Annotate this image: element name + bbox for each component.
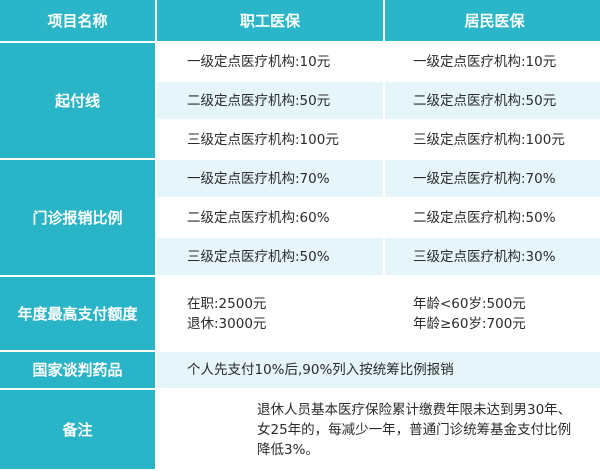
row-label-annual-max: 年度最高支付额度 — [0, 277, 155, 350]
annual-max-employee: 在职:2500元 退休:3000元 — [157, 277, 383, 350]
remarks-text: 退休人员基本医疗保险累计缴费年限未达到男30年、女25年的，每减少一年，普通门诊… — [157, 390, 600, 469]
annual-max-resident-under60: 年龄<60岁:500元 — [413, 295, 526, 312]
outpatient-employee-level2: 二级定点医疗机构:60% — [157, 199, 383, 236]
header-employee-insurance: 职工医保 — [157, 0, 383, 41]
annual-max-employee-active: 在职:2500元 — [187, 295, 267, 312]
deductible-resident-level3: 三级定点医疗机构:100元 — [385, 121, 600, 158]
header-resident-insurance: 居民医保 — [385, 0, 600, 41]
deductible-resident-level1: 一级定点医疗机构:10元 — [385, 43, 600, 80]
row-label-outpatient-ratio: 门诊报销比例 — [0, 160, 155, 275]
annual-max-employee-retired: 退休:3000元 — [187, 315, 267, 332]
outpatient-resident-level3: 三级定点医疗机构:30% — [385, 238, 600, 275]
outpatient-employee-level3: 三级定点医疗机构:50% — [157, 238, 383, 275]
annual-max-resident: 年龄<60岁:500元 年龄≥60岁:700元 — [385, 277, 600, 350]
annual-max-resident-over60: 年龄≥60岁:700元 — [413, 315, 526, 332]
row-label-negotiated-drugs: 国家谈判药品 — [0, 352, 155, 388]
header-item-name: 项目名称 — [0, 0, 155, 41]
outpatient-employee-level1: 一级定点医疗机构:70% — [157, 160, 383, 197]
deductible-employee-level1: 一级定点医疗机构:10元 — [157, 43, 383, 80]
deductible-resident-level2: 二级定点医疗机构:50元 — [385, 82, 600, 119]
deductible-employee-level3: 三级定点医疗机构:100元 — [157, 121, 383, 158]
row-label-deductible: 起付线 — [0, 43, 155, 158]
deductible-employee-level2: 二级定点医疗机构:50元 — [157, 82, 383, 119]
negotiated-drugs-policy: 个人先支付10%后,90%列入按统筹比例报销 — [157, 352, 600, 388]
row-label-remarks: 备注 — [0, 390, 155, 469]
outpatient-resident-level2: 二级定点医疗机构:50% — [385, 199, 600, 236]
outpatient-resident-level1: 一级定点医疗机构:70% — [385, 160, 600, 197]
